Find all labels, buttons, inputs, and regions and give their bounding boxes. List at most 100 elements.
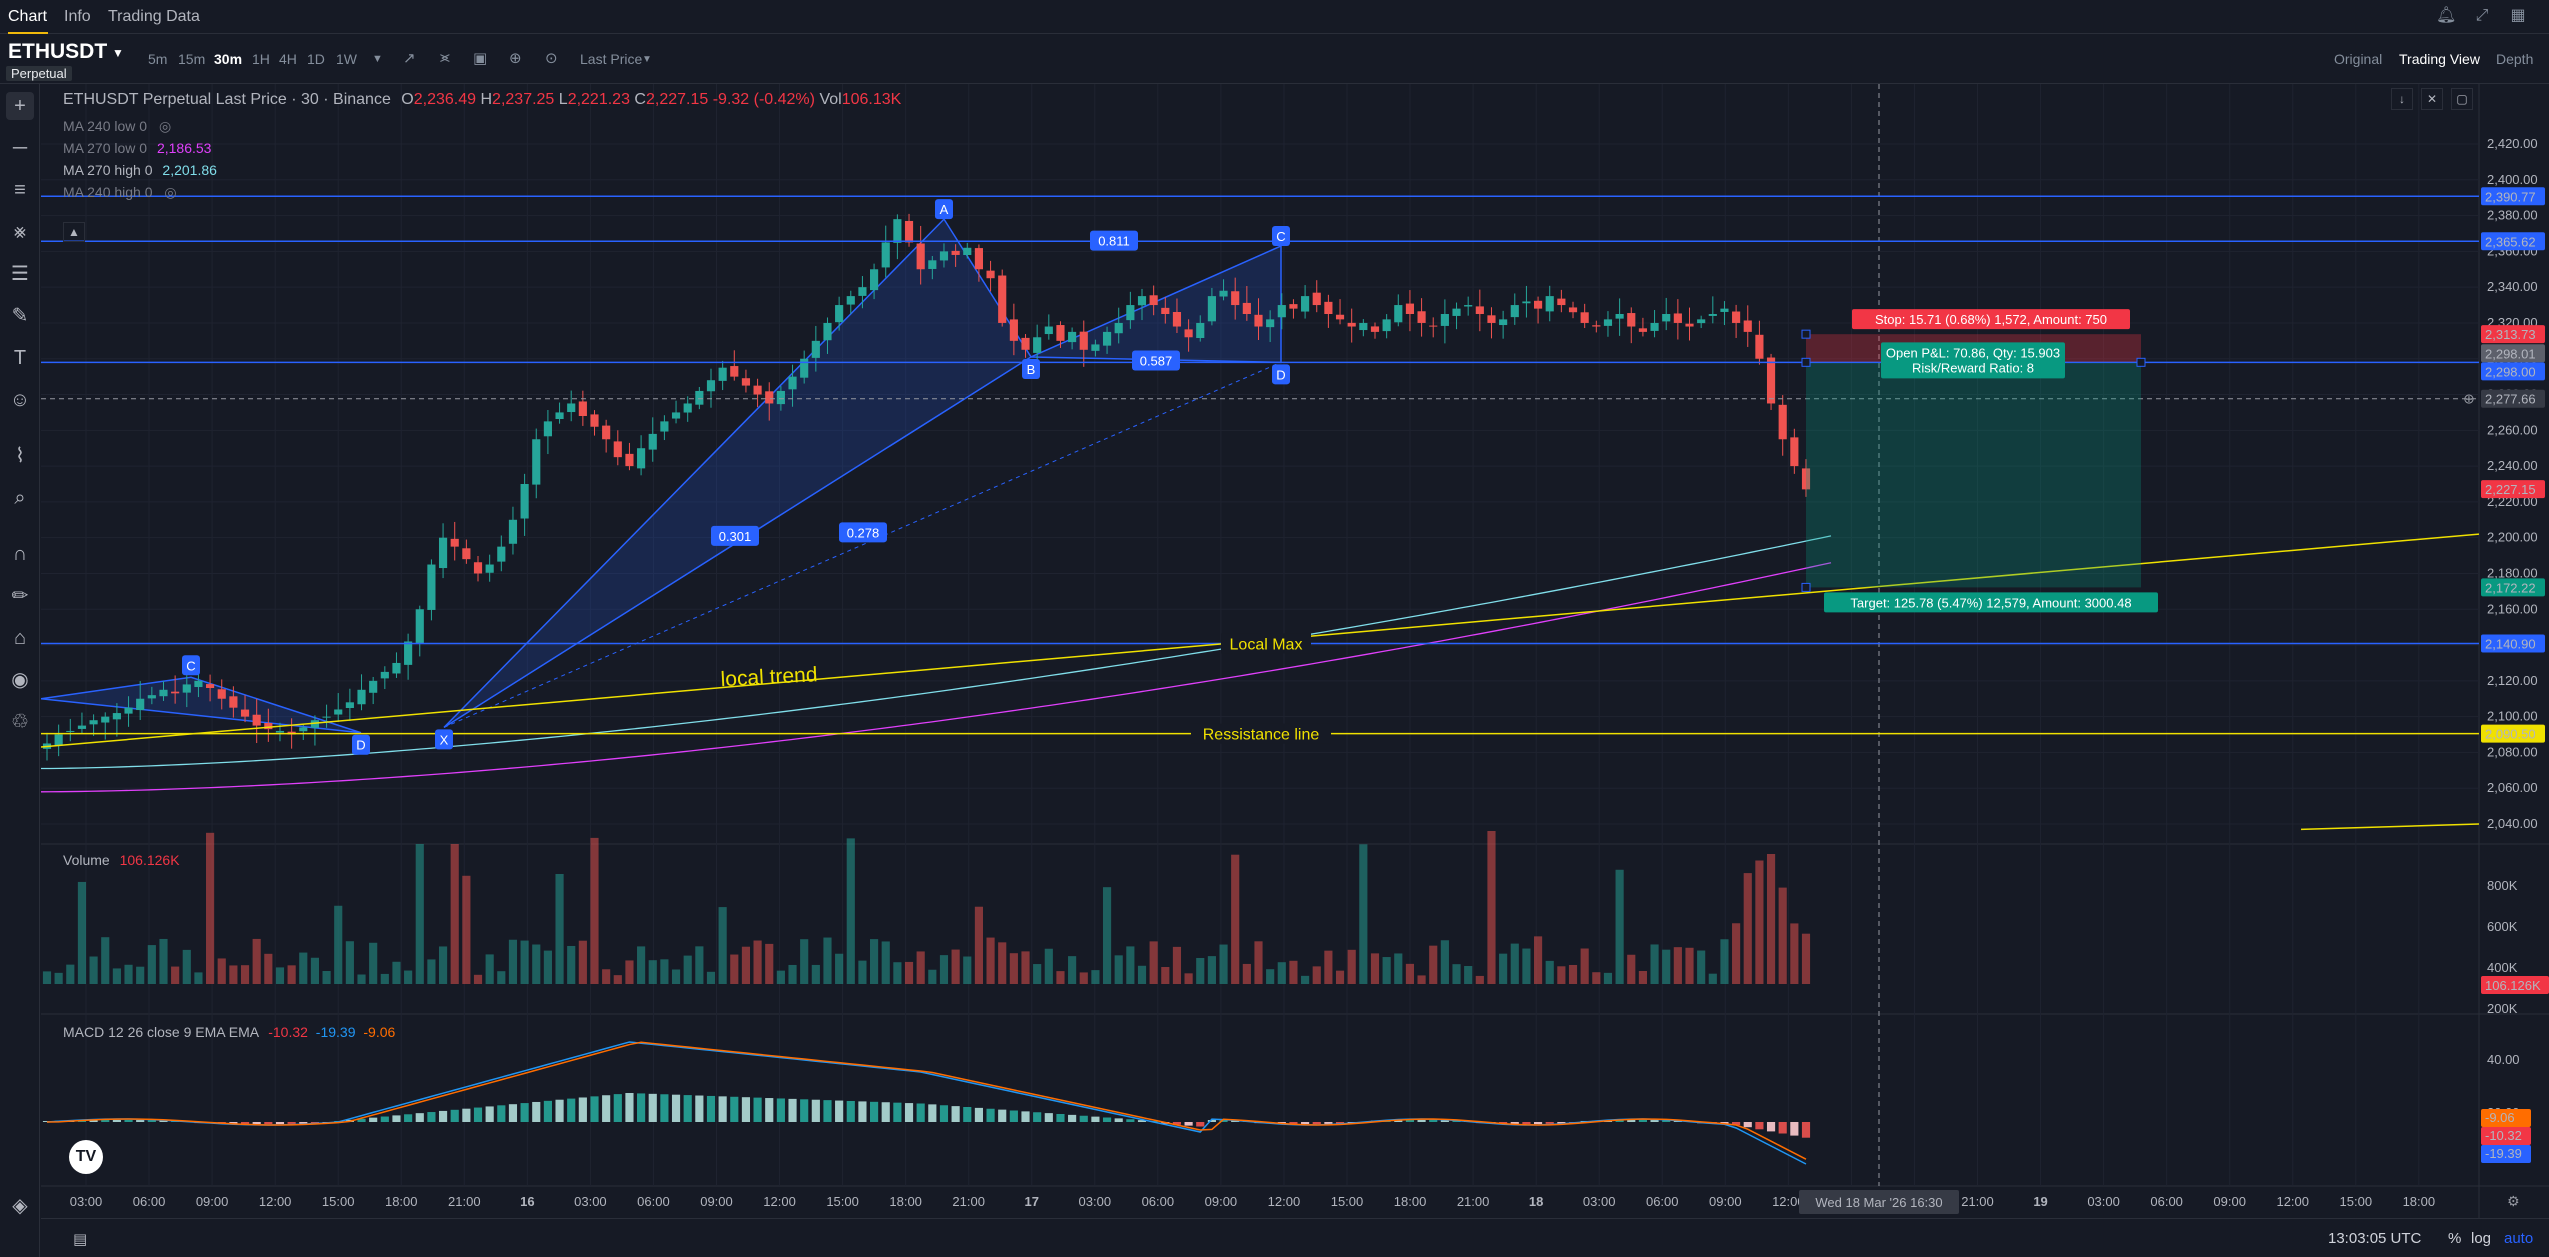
macd-histogram-bar <box>1196 1122 1205 1127</box>
timeframe-30m[interactable]: 30m <box>214 51 243 67</box>
time-tick-label: 09:00 <box>1709 1194 1742 1209</box>
volume-bar <box>147 945 156 984</box>
ruler-icon[interactable]: ⌇ <box>15 445 25 467</box>
view-original[interactable]: Original <box>2334 51 2383 67</box>
candle-body <box>54 734 63 746</box>
tab-chart[interactable]: Chart <box>8 8 48 25</box>
view-depth[interactable]: Depth <box>2496 51 2534 67</box>
symbol-selector[interactable]: ETHUSDT <box>8 40 108 63</box>
volume-bar <box>1417 975 1426 984</box>
chart-area[interactable]: A B C D X C D 0.811 0.587 0.301 0.278 local trend Lo… <box>41 84 2549 1257</box>
grid-layout-icon[interactable]: ▦ <box>2510 7 2526 24</box>
volume-bar <box>1650 944 1659 984</box>
candle-body <box>788 376 797 390</box>
volume-bar <box>1522 948 1531 984</box>
ratio-0811-bg <box>1090 230 1138 251</box>
volume-bar <box>788 964 797 984</box>
expand-icon[interactable]: ⤢ <box>2475 7 2489 24</box>
macd-histogram-bar <box>532 1101 541 1122</box>
indicator-ma-240-high[interactable]: MA 240 high 0 ◎ <box>63 184 177 200</box>
tab-info[interactable]: Info <box>64 8 91 25</box>
text-icon[interactable]: T <box>13 347 27 369</box>
trash-icon[interactable]: ♲ <box>11 711 29 733</box>
indicator-ma-270-low[interactable]: MA 270 low 0 2,186.53 <box>63 140 212 156</box>
layers-icon[interactable]: ◈ <box>12 1195 28 1217</box>
auto-toggle[interactable]: auto <box>2504 1230 2534 1247</box>
volume-bar <box>974 906 983 984</box>
macd-histogram-bar <box>1033 1112 1042 1122</box>
eye-off-icon[interactable]: ◎ <box>164 184 177 200</box>
pattern-point-a: A <box>940 202 949 217</box>
timeframe-1d[interactable]: 1D <box>307 51 325 67</box>
camera-icon[interactable]: ▣ <box>473 50 488 67</box>
ratio-0278: 0.278 <box>847 525 880 540</box>
timeframe-1w[interactable]: 1W <box>336 51 357 67</box>
add-icon[interactable]: ⊕ <box>509 50 522 67</box>
utc-clock[interactable]: 13:03:05 UTC <box>2328 1230 2422 1247</box>
candle-body <box>916 243 925 270</box>
candle-body <box>1720 308 1729 312</box>
timeframe-15m[interactable]: 15m <box>178 51 206 67</box>
volume-bar <box>811 964 820 984</box>
chart-type-icon[interactable]: ↗ <box>403 50 416 67</box>
volume-bar <box>240 965 250 984</box>
eye-off-icon[interactable]: ◎ <box>158 118 172 134</box>
stop-label-bg <box>1852 309 2130 330</box>
ma-270-low-line <box>41 562 1832 793</box>
fullscreen-icon[interactable]: ▢ <box>2451 88 2473 110</box>
indicator-ma-270-high[interactable]: MA 270 high 0 2,201.86 <box>63 162 217 178</box>
volume-bar <box>1254 941 1263 984</box>
magnet-icon[interactable]: ∩ <box>12 543 28 565</box>
candle-body <box>124 707 133 714</box>
volume-bar <box>217 958 226 984</box>
eye-icon[interactable]: ◉ <box>11 669 29 691</box>
settings-icon[interactable]: ⊙ <box>545 50 558 67</box>
volume-bar <box>1405 963 1415 984</box>
candle-body <box>1009 319 1018 341</box>
percent-toggle[interactable]: % <box>2448 1230 2462 1247</box>
horizontal-lines-icon[interactable]: ≡ <box>14 179 26 201</box>
collapse-legend-icon[interactable]: ▲ <box>63 222 85 242</box>
indicator-ma-240-low[interactable]: MA 240 low 0 ◎ <box>63 118 172 134</box>
crosshair-icon[interactable]: + <box>6 92 34 120</box>
timeframe-5m[interactable]: 5m <box>148 51 168 67</box>
candle-body <box>1533 300 1543 309</box>
stay-drawing-icon[interactable]: ✏ <box>11 585 29 607</box>
log-toggle[interactable]: log <box>2471 1230 2492 1247</box>
volume-bar <box>1324 950 1333 984</box>
pattern-icon[interactable]: ⨳ <box>13 221 27 243</box>
ma-270-low-value: 2,186.53 <box>156 140 212 156</box>
trend-line-icon[interactable]: ─ <box>12 137 28 159</box>
chart-canvas[interactable]: A B C D X C D 0.811 0.587 0.301 0.278 local trend Lo… <box>41 84 2549 1218</box>
caret-down-icon[interactable]: ▼ <box>112 46 124 60</box>
candle-body <box>1417 311 1426 323</box>
zoom-icon[interactable]: ⌕ <box>14 487 26 509</box>
volume-bar <box>77 881 87 984</box>
volume-bar <box>625 960 634 984</box>
arrow-down-icon[interactable]: ↓ <box>2391 88 2413 110</box>
fib-icon[interactable]: ☰ <box>11 263 29 285</box>
macd-histogram-bar <box>1184 1122 1193 1126</box>
price-type-caret-icon[interactable]: ▼ <box>642 54 652 65</box>
signal-line <box>46 1041 1807 1160</box>
timeframe-1h[interactable]: 1H <box>252 51 270 67</box>
indicators-icon[interactable]: ⪤ <box>440 49 450 66</box>
lock-icon[interactable]: ⌂ <box>13 627 27 649</box>
time-tick-label: 12:00 <box>259 1194 292 1209</box>
emoji-icon[interactable]: ☺ <box>9 389 31 411</box>
tab-trading-data[interactable]: Trading Data <box>108 8 200 25</box>
candle-body <box>881 242 890 268</box>
timeframe-4h[interactable]: 4H <box>279 51 297 67</box>
view-trading-view[interactable]: Trading View <box>2399 51 2480 67</box>
macd-histogram-bar <box>450 1109 459 1122</box>
crosshair-time-bg <box>1799 1190 1959 1214</box>
price-type-selector[interactable]: Last Price <box>580 51 643 67</box>
scissors-icon[interactable]: ✕ <box>2421 88 2443 110</box>
timeframe-dropdown-icon[interactable]: ▼ <box>372 53 383 65</box>
volume-bar <box>1184 973 1193 984</box>
brush-icon[interactable]: ✎ <box>11 305 29 327</box>
time-tick-label: 18:00 <box>889 1194 922 1209</box>
calendar-icon[interactable]: ▤ <box>73 1231 88 1248</box>
candle-body <box>322 716 331 718</box>
bell-icon[interactable]: 🔔︎ <box>2436 7 2457 24</box>
